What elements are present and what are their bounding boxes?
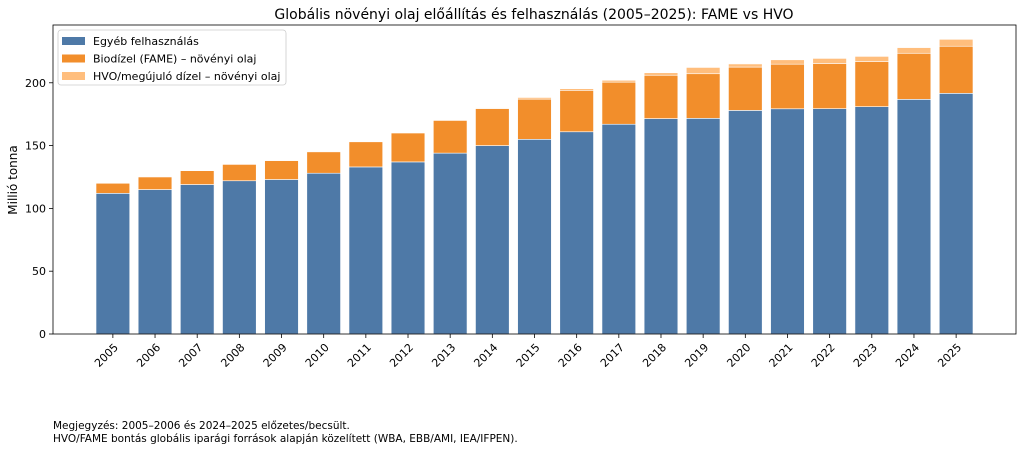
bar-other-2019 bbox=[685, 118, 721, 335]
bar-hvo-2016 bbox=[559, 88, 594, 91]
bar-other-2008 bbox=[222, 180, 257, 335]
bar-other-2007 bbox=[180, 184, 215, 335]
bar-other-2009 bbox=[264, 179, 299, 335]
legend-swatch bbox=[62, 54, 85, 63]
bar-fame-2020 bbox=[728, 66, 763, 111]
legend-swatch bbox=[62, 72, 85, 80]
bar-other-2013 bbox=[433, 152, 468, 335]
bar-fame-2005 bbox=[95, 182, 131, 194]
legend-label: Egyéb felhasználás bbox=[93, 35, 199, 48]
bar-fame-2024 bbox=[896, 52, 932, 100]
bar-fame-2014 bbox=[475, 108, 510, 146]
y-tick-label: 150 bbox=[25, 140, 46, 153]
bar-other-2005 bbox=[95, 193, 131, 335]
bar-hvo-2017 bbox=[601, 79, 636, 83]
x-tick-label: 2011 bbox=[345, 341, 374, 370]
bar-other-2020 bbox=[728, 110, 763, 335]
bar-fame-2009 bbox=[264, 160, 299, 180]
bar-fame-2008 bbox=[222, 164, 257, 182]
legend-label: Biodízel (FAME) – növényi olaj bbox=[93, 53, 256, 66]
y-tick-label: 100 bbox=[25, 202, 46, 215]
x-tick-label: 2019 bbox=[682, 341, 711, 370]
bar-fame-2010 bbox=[306, 151, 341, 174]
bar-hvo-2024 bbox=[896, 47, 932, 54]
bar-fame-2011 bbox=[348, 141, 384, 168]
bar-fame-2016 bbox=[559, 90, 594, 133]
bar-other-2017 bbox=[601, 123, 636, 335]
legend: Egyéb felhasználás Biodízel (FAME) – növé… bbox=[57, 29, 287, 86]
x-tick-label: 2018 bbox=[640, 341, 669, 370]
bar-fame-2007 bbox=[180, 170, 215, 185]
x-tick-label: 2025 bbox=[935, 341, 964, 370]
bar-hvo-2022 bbox=[812, 58, 847, 64]
legend-box bbox=[57, 29, 287, 86]
bar-hvo-2019 bbox=[685, 67, 721, 75]
plot-frame bbox=[52, 24, 1017, 335]
x-tick-label: 2014 bbox=[471, 341, 500, 370]
bar-other-2018 bbox=[643, 118, 679, 335]
bar-other-2016 bbox=[559, 131, 594, 335]
note-line-2: HVO/FAME bontás globális iparági forráso… bbox=[53, 433, 518, 445]
bar-other-2025 bbox=[938, 93, 974, 335]
bar-other-2023 bbox=[854, 106, 889, 335]
bar-fame-2017 bbox=[601, 81, 636, 125]
legend-label: HVO/megújuló dízel – növényi olaj bbox=[93, 70, 280, 83]
bar-hvo-2015 bbox=[517, 97, 552, 100]
bar-other-2010 bbox=[306, 172, 341, 335]
bar-fame-2018 bbox=[643, 74, 679, 119]
x-tick-label: 2012 bbox=[387, 341, 416, 370]
bar-other-2012 bbox=[390, 161, 426, 335]
bar-hvo-2020 bbox=[728, 63, 763, 68]
bar-fame-2022 bbox=[812, 63, 847, 109]
y-tick-label: 50 bbox=[32, 265, 46, 278]
bar-fame-2025 bbox=[938, 45, 974, 94]
x-tick-label: 2024 bbox=[893, 341, 922, 370]
bar-fame-2015 bbox=[517, 98, 552, 140]
bar-other-2015 bbox=[517, 139, 552, 335]
bar-hvo-2025 bbox=[938, 39, 974, 47]
y-tick-label: 200 bbox=[25, 77, 46, 90]
x-tick-label: 2016 bbox=[556, 341, 585, 370]
bar-other-2006 bbox=[137, 189, 173, 335]
chart-title: Globális növényi olaj előállítás és felh… bbox=[274, 7, 793, 23]
x-tick-label: 2005 bbox=[92, 341, 121, 370]
bar-fame-2019 bbox=[685, 73, 721, 119]
x-tick-label: 2017 bbox=[598, 341, 627, 370]
bar-other-2024 bbox=[896, 99, 932, 335]
legend-swatch bbox=[62, 37, 85, 45]
bar-other-2022 bbox=[812, 108, 847, 335]
x-tick-label: 2013 bbox=[429, 341, 458, 370]
bar-fame-2013 bbox=[433, 120, 468, 154]
bar-hvo-2014 bbox=[475, 107, 510, 109]
x-tick-label: 2010 bbox=[303, 341, 332, 370]
bar-other-2021 bbox=[770, 108, 805, 335]
x-tick-label: 2020 bbox=[724, 341, 753, 370]
bar-fame-2021 bbox=[770, 63, 805, 110]
bar-fame-2012 bbox=[390, 132, 426, 163]
bar-other-2011 bbox=[348, 166, 384, 335]
y-axis-label: Millió tonna bbox=[6, 145, 20, 214]
x-tick-label: 2007 bbox=[176, 341, 205, 370]
bar-fame-2023 bbox=[854, 61, 889, 107]
bar-fame-2006 bbox=[137, 176, 173, 190]
x-tick-label: 2021 bbox=[767, 341, 796, 370]
bar-hvo-2021 bbox=[770, 59, 805, 65]
x-tick-label: 2006 bbox=[134, 341, 163, 370]
note-line-1: Megjegyzés: 2005–2006 és 2024–2025 előze… bbox=[53, 420, 350, 432]
x-tick-label: 2015 bbox=[514, 341, 543, 370]
x-tick-label: 2008 bbox=[218, 341, 247, 370]
bar-hvo-2023 bbox=[854, 56, 889, 62]
bar-hvo-2018 bbox=[643, 72, 679, 76]
x-tick-label: 2023 bbox=[851, 341, 880, 370]
bar-other-2014 bbox=[475, 145, 510, 335]
x-tick-label: 2009 bbox=[261, 341, 290, 370]
x-tick-label: 2022 bbox=[809, 341, 838, 370]
y-tick-label: 0 bbox=[39, 328, 46, 341]
